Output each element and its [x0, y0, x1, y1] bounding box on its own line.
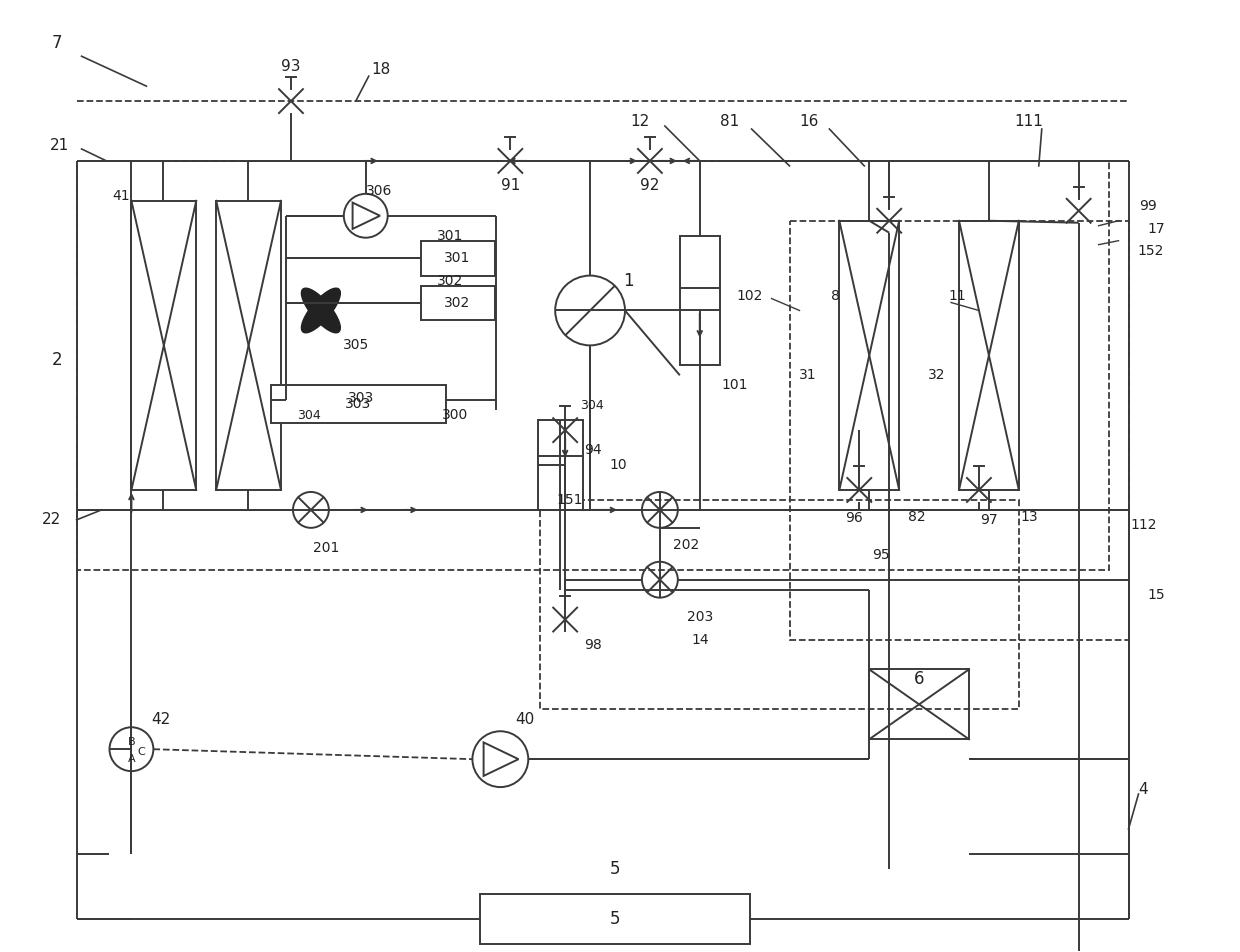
Text: 152: 152 [1137, 244, 1163, 258]
Text: 301: 301 [438, 228, 464, 243]
Text: 304: 304 [298, 408, 321, 422]
Polygon shape [301, 288, 340, 333]
Text: C: C [138, 747, 145, 757]
Text: 202: 202 [672, 538, 699, 552]
Bar [538, 420, 583, 510]
Text: 14: 14 [691, 632, 708, 646]
Text: 94: 94 [584, 443, 601, 457]
Text: 101: 101 [722, 378, 748, 392]
Polygon shape [301, 288, 340, 333]
Text: 8: 8 [831, 288, 839, 303]
Text: 303: 303 [347, 391, 374, 406]
Text: 102: 102 [737, 288, 763, 303]
Text: 11: 11 [949, 288, 966, 303]
Text: 40: 40 [516, 712, 534, 726]
Text: 18: 18 [371, 62, 391, 77]
Text: 302: 302 [444, 295, 471, 309]
Text: 4: 4 [1138, 782, 1148, 797]
Text: 1: 1 [622, 271, 634, 289]
Text: 98: 98 [584, 638, 601, 651]
Text: 2: 2 [51, 351, 62, 369]
Text: 17: 17 [1147, 222, 1166, 236]
Bar [216, 201, 281, 490]
Bar [790, 221, 1128, 640]
Bar [272, 386, 445, 423]
Text: 12: 12 [630, 113, 650, 129]
Text: 22: 22 [42, 512, 61, 527]
Text: 32: 32 [929, 368, 946, 383]
Text: 151: 151 [557, 493, 583, 506]
Text: 306: 306 [366, 184, 392, 198]
Text: 91: 91 [501, 178, 520, 193]
Text: B: B [128, 737, 135, 747]
Text: 13: 13 [1021, 510, 1038, 524]
Bar [680, 236, 719, 366]
Text: 201: 201 [312, 541, 339, 555]
Text: 303: 303 [345, 397, 371, 411]
Text: 5: 5 [610, 910, 620, 927]
Text: 41: 41 [113, 188, 130, 203]
Bar [420, 241, 495, 275]
Text: 42: 42 [151, 712, 171, 726]
Text: 304: 304 [580, 399, 604, 411]
Bar [480, 894, 750, 943]
Text: 7: 7 [51, 34, 62, 52]
Text: 300: 300 [443, 408, 469, 422]
Text: 111: 111 [1014, 113, 1043, 129]
Text: 93: 93 [281, 59, 301, 73]
Text: 16: 16 [800, 113, 820, 129]
Text: 21: 21 [50, 138, 69, 153]
Text: 92: 92 [640, 178, 660, 193]
Bar [131, 201, 196, 490]
Text: 112: 112 [1130, 518, 1157, 532]
Text: 82: 82 [909, 510, 926, 524]
Text: 31: 31 [799, 368, 816, 383]
Bar [869, 669, 968, 740]
Text: 5: 5 [610, 860, 620, 878]
Bar [77, 161, 1109, 569]
Text: 15: 15 [1147, 587, 1166, 602]
Text: 302: 302 [438, 273, 464, 288]
Bar [959, 221, 1019, 490]
Bar [839, 221, 899, 490]
Text: 6: 6 [914, 670, 924, 688]
Bar [420, 286, 495, 321]
Bar [541, 500, 1019, 709]
Text: 99: 99 [1140, 199, 1157, 213]
Text: 97: 97 [980, 513, 998, 526]
Text: 95: 95 [873, 547, 890, 562]
Text: 96: 96 [846, 511, 863, 525]
Text: 81: 81 [720, 113, 739, 129]
Text: 301: 301 [444, 250, 471, 265]
Text: A: A [128, 754, 135, 764]
Text: 10: 10 [609, 458, 626, 472]
Text: 203: 203 [687, 609, 713, 624]
Text: 305: 305 [342, 338, 368, 352]
